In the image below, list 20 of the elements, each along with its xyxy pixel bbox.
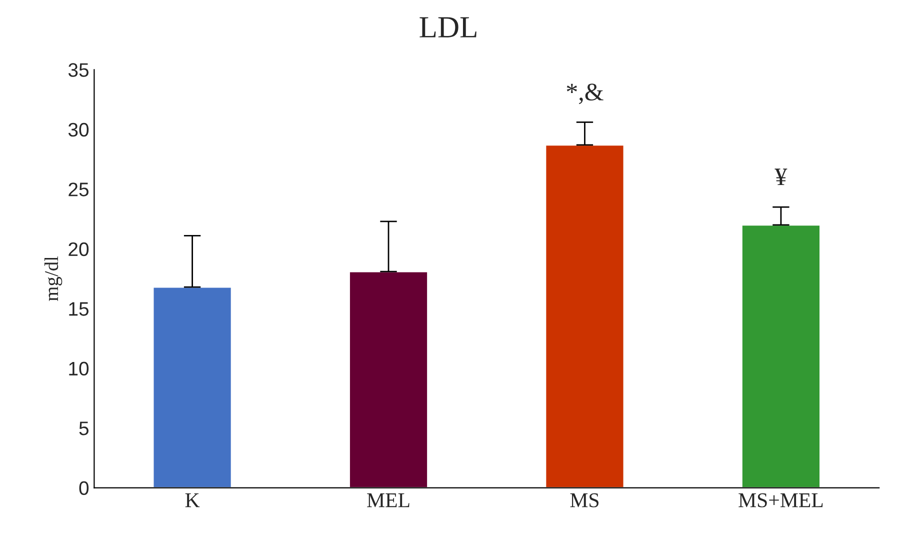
y-axis-title: mg/dl <box>44 256 62 301</box>
bar <box>348 270 428 488</box>
bar <box>741 224 821 488</box>
bar <box>152 286 232 488</box>
x-tick-label: K <box>185 493 200 508</box>
y-tick-label: 25 <box>68 182 89 196</box>
x-tick-label: MEL <box>367 493 410 508</box>
y-tick-label: 15 <box>69 302 89 316</box>
chart-title: LDL <box>420 17 476 38</box>
y-tick-label: 35 <box>68 63 89 77</box>
y-tick-label: 5 <box>79 422 89 436</box>
y-tick-label: 0 <box>79 481 89 495</box>
x-tick-label: MS+MEL <box>738 493 823 508</box>
bar <box>544 144 625 488</box>
y-tick-label: 10 <box>69 362 89 376</box>
y-tick-label: 30 <box>68 122 89 137</box>
annotation: *,& <box>566 84 604 104</box>
annotation: ¥ <box>774 168 788 186</box>
x-tick-label: MS <box>570 493 598 508</box>
y-tick-label: 20 <box>68 242 89 256</box>
